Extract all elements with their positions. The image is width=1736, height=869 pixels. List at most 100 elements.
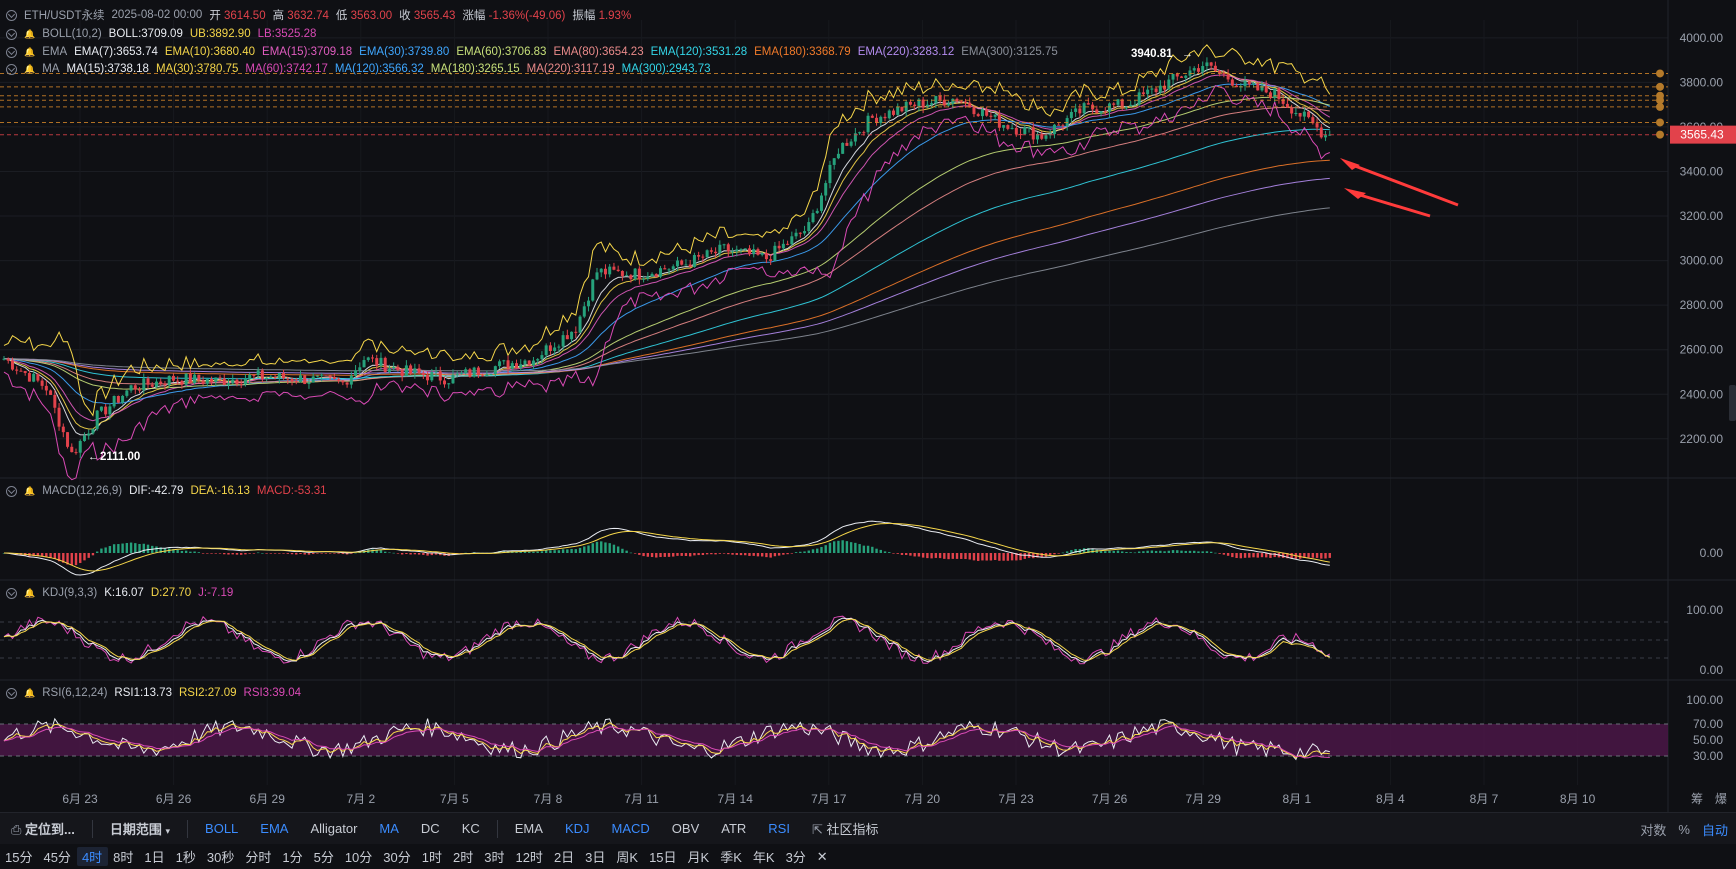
macd-histogram-bar — [146, 544, 150, 553]
alert-bell-icon[interactable]: 🔔 — [24, 28, 36, 39]
macd-histogram-bar — [1053, 553, 1056, 555]
macd-histogram-bar — [307, 553, 311, 555]
axis-side-label[interactable]: 爆 — [1715, 792, 1727, 806]
candle — [392, 362, 396, 371]
collapse-toggle-icon[interactable] — [6, 28, 17, 40]
interval-20-button[interactable]: 月K — [687, 850, 710, 865]
interval-8-button[interactable]: 1分 — [282, 850, 303, 865]
interval-17-button[interactable]: 3日 — [585, 850, 606, 865]
log-scale-button[interactable]: 对数 — [1640, 822, 1667, 838]
macd-histogram-bar — [328, 553, 332, 554]
interval-1-button[interactable]: 45分 — [43, 850, 71, 865]
level-handle-icon[interactable] — [1656, 69, 1664, 78]
macd-histogram-bar — [413, 553, 417, 555]
boll-legend[interactable]: 🔔 BOLL(10,2) BOLL:3709.09 UB:3892.90 LB:3525… — [6, 26, 316, 42]
collapse-toggle-icon[interactable] — [6, 587, 17, 599]
macd-histogram-bar — [646, 553, 650, 557]
percent-scale-button[interactable]: % — [1678, 821, 1690, 837]
candle — [129, 384, 133, 393]
main-kc-button[interactable]: KC — [461, 821, 480, 836]
close-icon[interactable]: ✕ — [816, 848, 828, 864]
kdj-legend[interactable]: 🔔 KDJ(9,3,3) K:16.07 D:27.70 J:-7.19 — [6, 585, 233, 601]
interval-7-button[interactable]: 分时 — [245, 850, 272, 865]
main-alligator-button[interactable]: Alligator — [310, 821, 358, 836]
macd-histogram-bar — [235, 553, 239, 555]
amplitude-value: 1.93% — [598, 10, 632, 22]
alert-bell-icon[interactable]: 🔔 — [24, 46, 36, 57]
collapse-toggle-icon[interactable] — [6, 485, 17, 497]
main-ema-button[interactable]: EMA — [260, 821, 289, 836]
macd-histogram-bar — [1265, 553, 1268, 558]
price-tick-label: 3000.00 — [1680, 254, 1724, 268]
macd-histogram-bar — [828, 542, 832, 553]
collapse-toggle-icon[interactable] — [6, 63, 17, 75]
sub-obv-button[interactable]: OBV — [671, 821, 700, 836]
interval-12-button[interactable]: 1时 — [421, 850, 442, 865]
interval-4-button[interactable]: 1日 — [144, 850, 165, 865]
level-handle-icon[interactable] — [1656, 118, 1664, 127]
alert-bell-icon[interactable]: 🔔 — [24, 587, 36, 598]
collapse-toggle-icon[interactable] — [6, 687, 17, 699]
level-handle-icon[interactable] — [1656, 96, 1664, 105]
rsi-legend[interactable]: 🔔 RSI(6,12,24) RSI1:13.73 RSI2:27.09 RSI3:39… — [6, 685, 301, 701]
community-indicators-button[interactable]: ⇱ 社区指标 — [811, 822, 879, 837]
interval-2-button[interactable]: 4时 — [76, 847, 109, 866]
macd-histogram-bar — [782, 553, 785, 555]
main-ma-button[interactable]: MA — [379, 821, 399, 836]
interval-15-button[interactable]: 12时 — [515, 850, 543, 865]
interval-13-button[interactable]: 2时 — [453, 850, 474, 865]
sub-rsi-button[interactable]: RSI — [768, 821, 790, 836]
alert-bell-icon[interactable]: 🔔 — [24, 63, 36, 74]
sub-kdj-button[interactable]: KDJ — [564, 821, 590, 836]
candle — [362, 356, 366, 368]
macd-histogram-bar — [756, 553, 760, 557]
scroll-handle[interactable] — [1729, 385, 1736, 421]
ema-legend[interactable]: 🔔 EMA EMA(7):3653.74 EMA(10):3680.40 EMA(15)… — [6, 44, 1058, 60]
interval-19-button[interactable]: 15日 — [649, 850, 677, 865]
level-handle-icon[interactable] — [1656, 102, 1664, 111]
interval-23-button[interactable]: 3分 — [785, 850, 806, 865]
macd-histogram-bar — [1002, 553, 1005, 561]
macd-histogram-bar — [1235, 553, 1238, 558]
auto-scale-button[interactable]: 自动 — [1701, 822, 1728, 838]
interval-6-button[interactable]: 30秒 — [206, 850, 235, 865]
interval-16-button[interactable]: 2日 — [553, 850, 575, 865]
macd-histogram-bar — [904, 553, 908, 556]
macd-histogram-bar — [1023, 553, 1026, 559]
alert-bell-icon[interactable]: 🔔 — [24, 485, 36, 496]
main-boll-button[interactable]: BOLL — [205, 821, 239, 836]
macd-histogram-bar — [244, 553, 247, 555]
interval-5-button[interactable]: 1秒 — [175, 850, 196, 865]
interval-0-button[interactable]: 15分 — [5, 850, 33, 865]
interval-22-button[interactable]: 年K — [752, 850, 775, 865]
date-range-button[interactable]: 日期范围 ▾ — [109, 822, 171, 837]
macd-histogram-bar — [252, 553, 256, 554]
interval-18-button[interactable]: 周K — [616, 850, 639, 865]
macd-histogram-bar — [1226, 553, 1230, 556]
interval-11-button[interactable]: 30分 — [383, 850, 411, 865]
chart-canvas[interactable]: 4000.003800.003600.003400.003200.003000.… — [0, 0, 1736, 812]
macd-histogram-bar — [710, 553, 713, 555]
interval-3-button[interactable]: 8时 — [113, 850, 134, 865]
sub-atr-button[interactable]: ATR — [721, 821, 747, 836]
level-handle-icon[interactable] — [1656, 130, 1664, 139]
interval-9-button[interactable]: 5分 — [313, 850, 334, 865]
alert-bell-icon[interactable]: 🔔 — [24, 687, 36, 698]
sub-macd-button[interactable]: MACD — [611, 821, 650, 836]
level-handle-icon[interactable] — [1656, 82, 1664, 91]
interval-10-button[interactable]: 10分 — [344, 850, 373, 865]
sub-ema-button[interactable]: EMA — [514, 821, 543, 836]
locate-button[interactable]: ⎙ 定位到... — [11, 822, 75, 837]
interval-21-button[interactable]: 季K — [720, 850, 742, 865]
interval-14-button[interactable]: 3时 — [484, 850, 505, 865]
candle — [303, 374, 307, 385]
main-dc-button[interactable]: DC — [420, 821, 440, 836]
candle — [468, 367, 472, 378]
ma-legend[interactable]: 🔔 MA MA(15):3738.18 MA(30):3780.75 MA(60):37… — [6, 61, 711, 77]
macd-legend[interactable]: 🔔 MACD(12,26,9) DIF:-42.79 DEA:-16.13 MACD:-… — [6, 483, 327, 499]
collapse-toggle-icon[interactable] — [6, 46, 17, 58]
collapse-toggle-icon[interactable] — [6, 9, 17, 21]
candle — [625, 271, 629, 277]
macd-histogram-bar — [312, 553, 315, 555]
axis-side-label[interactable]: 筹 — [1691, 792, 1703, 806]
